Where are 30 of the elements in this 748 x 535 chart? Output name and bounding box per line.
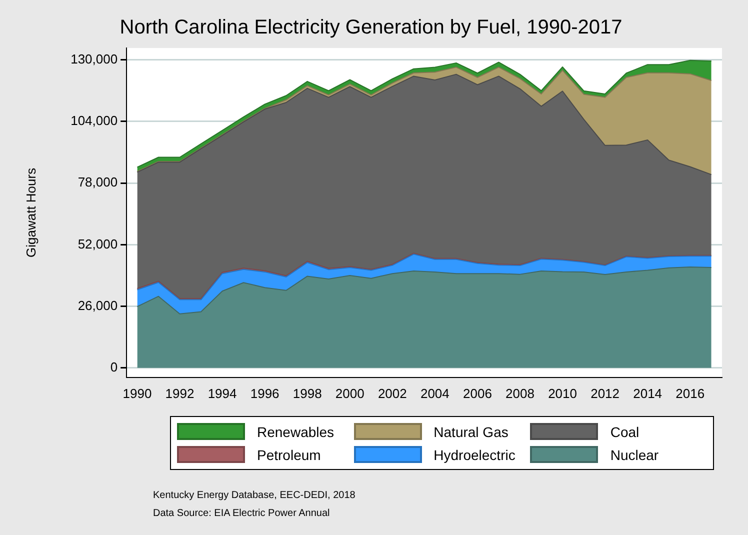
x-tick-label: 1992	[165, 386, 194, 401]
legend-label: Natural Gas	[434, 424, 508, 440]
x-tick-label: 2016	[676, 386, 705, 401]
x-tick-label: 2002	[378, 386, 407, 401]
x-tick-label: 1994	[208, 386, 237, 401]
x-tick-label: 2006	[462, 386, 492, 401]
x-tick-label: 2008	[506, 386, 534, 401]
y-tick-label: 104,000	[70, 113, 118, 128]
y-tick-label: 0	[110, 360, 118, 374]
x-tick-label: 2012	[590, 386, 620, 401]
chart-title: North Carolina Electricity Generation by Fuel, 1990-2017	[120, 16, 622, 39]
legend-label: Renewables	[257, 424, 334, 440]
x-tick-label: 2004	[420, 386, 450, 401]
y-tick-label: 52,000	[78, 236, 118, 252]
legend-label: Petroleum	[257, 446, 321, 462]
legend-label: Hydroelectric	[434, 446, 516, 462]
legend-label: Coal	[610, 424, 640, 440]
x-tick-label: 2000	[335, 386, 364, 401]
x-tick-label: 1996	[250, 386, 280, 401]
y-tick-label: 130,000	[70, 51, 118, 66]
y-tick-label: 26,000	[78, 298, 118, 313]
legend-label: Nuclear	[610, 446, 659, 462]
source-note: Data Source: EIA Electric Power Annual	[153, 507, 331, 521]
y-axis-title: Gigawatt Hours	[23, 167, 38, 258]
x-tick-label: 1998	[292, 386, 322, 401]
text: Kentucky Energy Database, EEC-DEDI, 2018	[153, 489, 356, 503]
y-tick-label: 78,000	[78, 174, 118, 190]
x-tick-label: 2010	[548, 386, 577, 401]
x-tick-label: 1990	[122, 386, 152, 401]
x-tick-label: 2014	[633, 386, 662, 401]
